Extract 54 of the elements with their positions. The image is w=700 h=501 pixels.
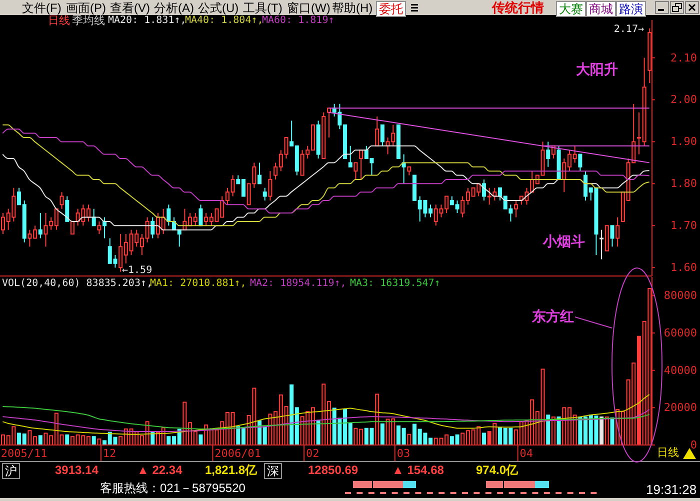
x-tick-label: 02 [306, 447, 320, 460]
annotation: MA3: 16319.547↑ [350, 278, 440, 290]
y-tick-label: 2.10 [670, 51, 697, 64]
y-tick-label: 1.80 [670, 177, 697, 190]
annotation: ←1.59 [122, 265, 152, 277]
annotation: 日线 [48, 15, 70, 28]
y-tick-label: 40000 [664, 364, 697, 377]
text: ▲ 154.68 [392, 463, 444, 477]
text: 大赛 [556, 1, 586, 17]
annotation: MA20: 1.831↑, [108, 15, 186, 27]
text: 窗口(W) [287, 1, 330, 15]
x-tick-label: 12 [102, 447, 116, 460]
text: ▲ 22.34 [137, 463, 182, 477]
annotation: 小烟斗 [543, 233, 585, 249]
text: 客服热线：021－58795520 [100, 481, 246, 495]
y-tick-label: 20000 [664, 401, 697, 414]
text: 974.0亿 [476, 463, 518, 477]
text: 帮助(H) [332, 1, 373, 15]
text: 商城 [586, 1, 616, 17]
x-tick-label: 03 [396, 447, 410, 460]
text: 深 [264, 463, 282, 479]
annotation: 季均线 [72, 15, 105, 28]
annotation: MA1: 27010.881↑, [150, 278, 246, 290]
y-tick-label: 1.60 [670, 261, 697, 274]
annotation: 大阳升 [576, 61, 618, 77]
text: 查看(V) [110, 1, 150, 15]
y-tick-label: 80000 [664, 289, 697, 302]
annotation: MA60: 1.819↑ [262, 15, 334, 27]
annotation: 2.17→ [614, 24, 644, 36]
text: 路演 [616, 1, 646, 17]
text: 分析(A) [154, 1, 194, 15]
y-tick-label: 0 [690, 438, 697, 452]
text: 3913.14 [55, 463, 98, 477]
text: 沪 [2, 463, 20, 479]
y-tick-label: 60000 [664, 326, 697, 340]
text: 传统行情 [492, 0, 544, 15]
annotation: 东方红 [532, 308, 574, 324]
text: 12850.69 [308, 463, 358, 477]
annotation: MA2: 18954.119↑, [250, 278, 346, 290]
text: 19:31:28 [646, 482, 697, 497]
text: 工具(T) [243, 1, 282, 15]
text: 公式(U) [198, 1, 239, 15]
y-tick-label: 1.70 [670, 219, 697, 232]
text: 文件(F) [22, 1, 62, 15]
text: 委托 [376, 1, 406, 17]
x-tick-label: 2006/01 [214, 447, 261, 460]
text: 日线 [657, 447, 679, 460]
text: 画面(P) [66, 1, 106, 15]
text: 1,821.8亿 [205, 463, 258, 477]
x-tick-label: 2005/11 [0, 447, 48, 460]
y-tick-label: 1.90 [670, 135, 697, 148]
annotation: MA40: 1.804↑, [185, 15, 264, 27]
x-tick-label: 04 [520, 447, 534, 460]
y-tick-label: 2.00 [670, 93, 697, 106]
